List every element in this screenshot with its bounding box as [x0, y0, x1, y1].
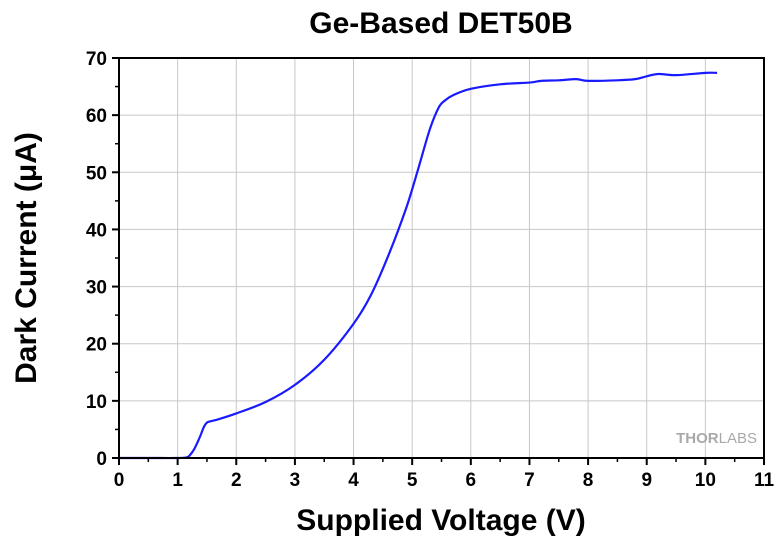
- y-tick-label: 50: [86, 163, 107, 184]
- y-tick-label: 30: [86, 278, 107, 299]
- x-tick-label: 1: [172, 470, 183, 491]
- y-tick-label: 70: [86, 49, 107, 70]
- plot-frame: [118, 57, 765, 459]
- watermark-part2: LABS: [719, 430, 757, 447]
- x-tick-label: 11: [754, 470, 775, 491]
- x-tick-label: 4: [348, 470, 359, 491]
- y-tick-label: 20: [86, 335, 107, 356]
- thorlabs-watermark: THORLABS: [676, 430, 757, 447]
- axis-ticks: [112, 57, 765, 465]
- x-tick-label: 9: [641, 470, 652, 491]
- x-axis-label: Supplied Voltage (V): [296, 504, 585, 537]
- y-tick-label: 10: [86, 392, 107, 413]
- chart-title: Ge-Based DET50B: [309, 7, 572, 40]
- y-tick-label: 0: [96, 449, 107, 470]
- series-layer: [118, 71, 718, 460]
- dark-current-series-line: [118, 71, 718, 460]
- y-axis-label: Dark Current (μA): [10, 132, 43, 384]
- x-tick-label: 5: [407, 470, 418, 491]
- y-tick-label: 60: [86, 106, 107, 127]
- x-tick-label: 8: [583, 470, 594, 491]
- x-tick-label: 10: [695, 470, 716, 491]
- x-tick-label: 7: [524, 470, 535, 491]
- tick-labels: 0 1 2 3 4 5 6 7 8 9 10 11 0 10 20 30 40 50 60 70: [86, 49, 775, 491]
- x-tick-label: 0: [114, 470, 125, 491]
- x-tick-label: 6: [466, 470, 477, 491]
- x-tick-label: 3: [290, 470, 301, 491]
- gridlines: [119, 58, 764, 458]
- x-tick-label: 2: [231, 470, 242, 491]
- watermark-part1: THOR: [676, 430, 719, 447]
- y-tick-label: 40: [86, 220, 107, 241]
